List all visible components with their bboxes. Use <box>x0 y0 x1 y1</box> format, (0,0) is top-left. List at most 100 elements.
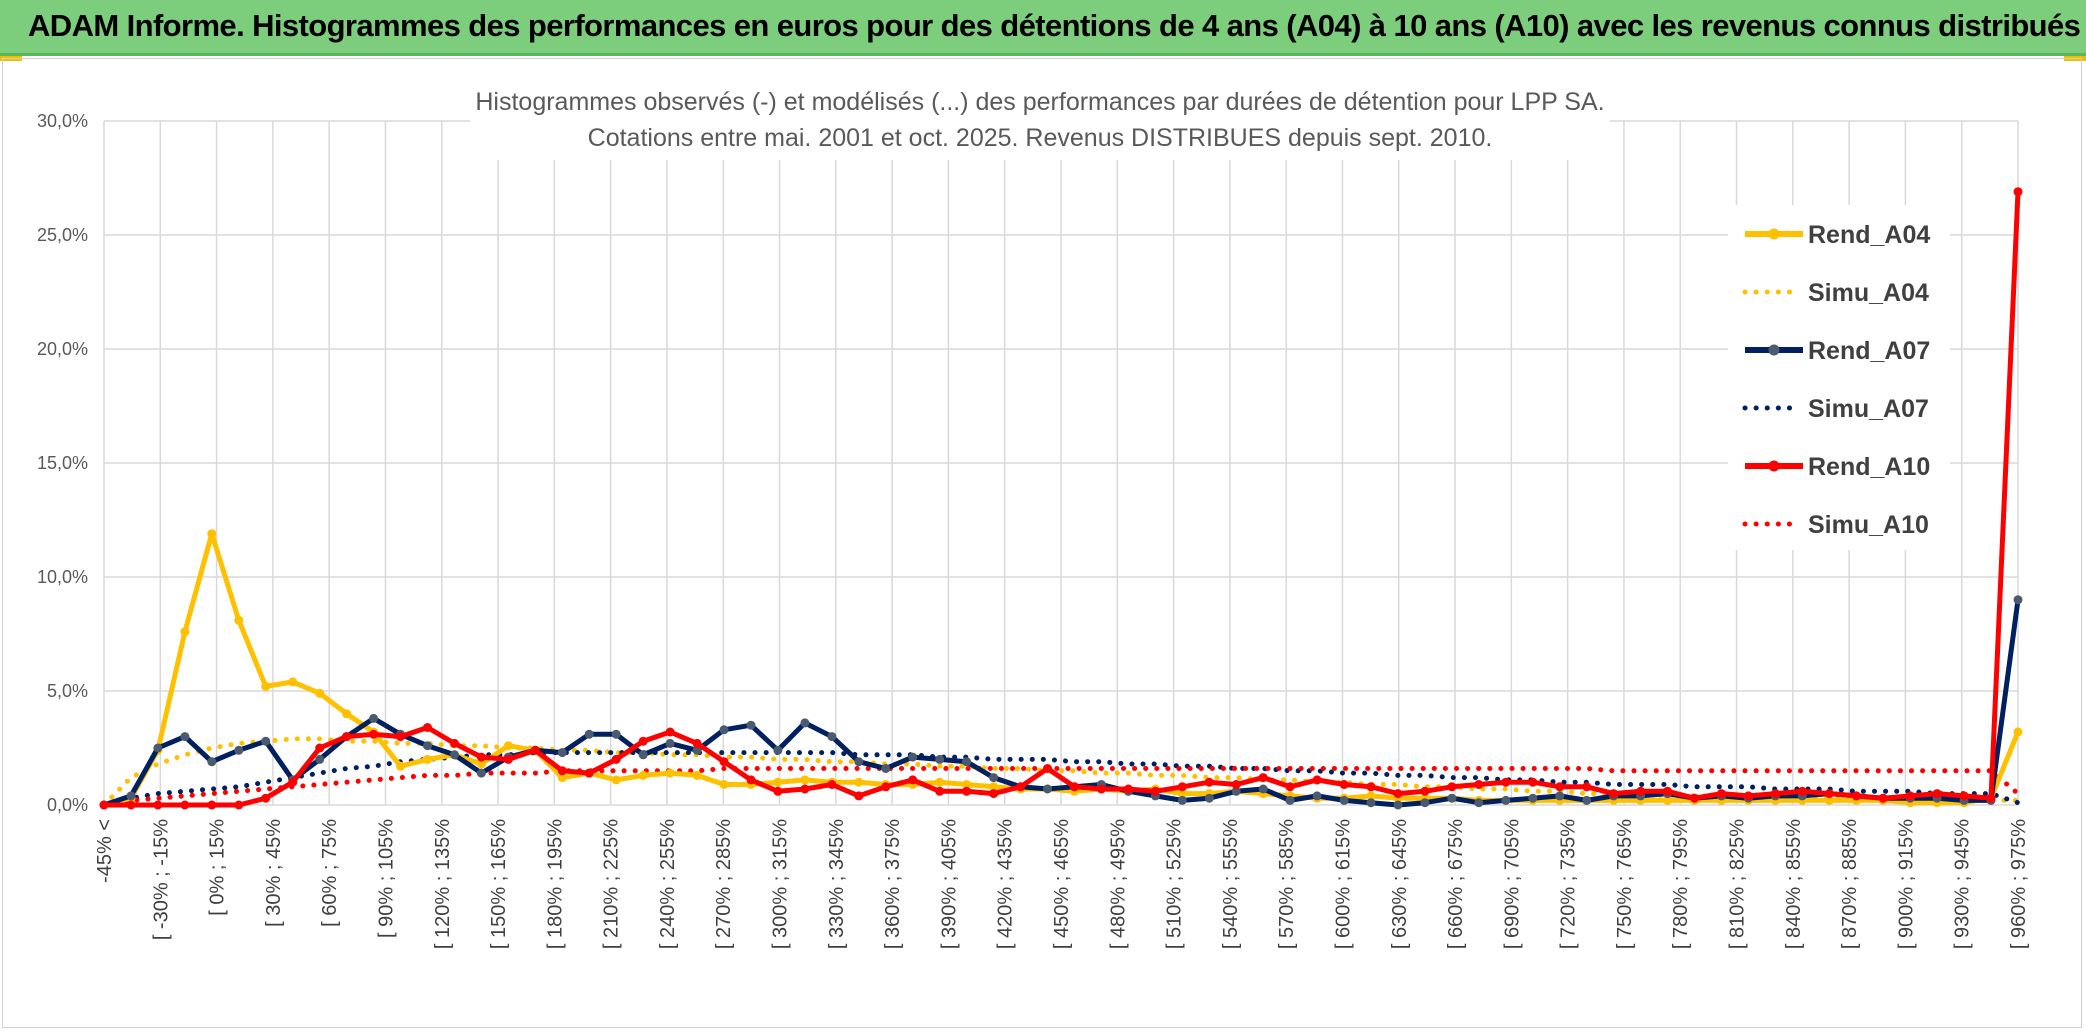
series-rend-a10-point <box>935 786 945 796</box>
series-rend-a07-point <box>1393 800 1403 810</box>
series-rend-a10-point <box>1016 782 1026 792</box>
series-rend-a04-point <box>935 777 945 787</box>
series-rend-a10-point <box>611 754 621 764</box>
series-rend-a10-point <box>207 800 217 810</box>
series-rend-a10-point <box>1717 789 1726 799</box>
series-rend-a04-point <box>962 780 972 789</box>
series-rend-a07-point <box>800 718 810 728</box>
series-rend-a07-point <box>692 745 702 755</box>
series-rend-a07-point <box>207 757 217 767</box>
series-rend-a10-point <box>1312 775 1322 785</box>
series-rend-a04-point <box>207 529 217 539</box>
x-tick-label: [ 240% ; 255% <box>657 819 679 949</box>
x-tick-label: [ -30% ; -15% <box>150 819 172 940</box>
x-tick-label: [ 390% ; 405% <box>938 819 960 949</box>
series-rend-a10-point <box>1555 782 1565 792</box>
series-rend-a04-point <box>423 754 432 764</box>
series-rend-a07-point <box>773 745 783 755</box>
series-rend-a04-point <box>854 777 864 787</box>
series-rend-a10-point <box>153 800 163 810</box>
report-title: ADAM Informe. Histogrammes des performan… <box>28 8 2081 43</box>
series-rend-a10-point <box>234 800 244 810</box>
x-axis-ticks: -45% < [ -30% ; -15% [ 0% ; 15% [ 30% ; 45%… <box>94 819 2030 949</box>
series-rend-a10-point <box>989 789 999 799</box>
series-rend-a04-point <box>261 681 271 691</box>
series-rend-a10-point <box>1123 784 1133 794</box>
series-rend-a07-point <box>719 725 729 735</box>
series-rend-a07-point <box>315 754 325 764</box>
series-rend-a10-point <box>719 757 729 767</box>
series-rend-a07-point <box>746 720 756 730</box>
series-rend-a04-point <box>288 677 298 687</box>
legend-background <box>1728 205 1950 550</box>
x-tick-label: [ 180% ; 195% <box>544 819 566 949</box>
x-tick-label: [ 810% ; 825% <box>1727 819 1749 949</box>
series-rend-a10-point <box>1474 780 1484 789</box>
series-rend-a10-point <box>450 738 459 748</box>
x-tick-label: [ 570% ; 585% <box>1276 819 1298 949</box>
series-rend-a04-point <box>180 627 190 637</box>
series-rend-a04-point <box>1177 789 1187 799</box>
x-tick-label: [ 780% ; 795% <box>1670 819 1692 949</box>
series-lines <box>99 187 2023 810</box>
series-rend-a04-point <box>1366 791 1376 801</box>
series-rend-a07-point <box>369 713 379 723</box>
series-rend-a07-point <box>935 754 945 764</box>
series-rend-a04-point <box>989 782 999 792</box>
series-rend-a10-point <box>1150 786 1160 796</box>
series-rend-a10-point <box>180 800 190 810</box>
legend-simu-a04-label: Simu_A04 <box>1808 279 1929 307</box>
series-rend-a07-point <box>665 738 675 748</box>
series-rend-a10-point <box>1070 782 1079 792</box>
series-rend-a07-point <box>1420 798 1430 808</box>
legend-simu-a07-label: Simu_A07 <box>1808 395 1929 423</box>
series-rend-a10-point <box>1043 764 1052 773</box>
x-tick-label: [ 690% ; 705% <box>1501 819 1523 949</box>
series-rend-a07-point <box>1528 793 1538 803</box>
series-rend-a07-point <box>1231 786 1241 796</box>
series-rend-a10-point <box>1743 791 1753 801</box>
series-rend-a07-point <box>1339 795 1349 805</box>
series-rend-a10-line <box>101 189 2021 808</box>
series-rend-a10-point <box>503 754 513 764</box>
chart-title-line-1: Histogrammes observés (-) et modélisés (… <box>475 88 1604 116</box>
series-rend-a04-point <box>315 688 325 698</box>
x-tick-label: [ 930% ; 945% <box>1952 819 1974 949</box>
y-tick-label: 5,0% <box>47 681 88 701</box>
series-rend-a10-point <box>1797 786 1807 796</box>
series-rend-a07-point <box>1366 798 1376 808</box>
series-rend-a10-point <box>288 777 298 787</box>
series-rend-a04-point <box>503 741 513 751</box>
x-tick-label: -45% < <box>94 819 116 883</box>
series-rend-a10-point <box>1528 777 1538 787</box>
x-tick-label: [ 420% ; 435% <box>995 819 1017 949</box>
series-rend-a10-point <box>638 736 648 746</box>
series-rend-a07-point <box>1447 793 1457 803</box>
series-rend-a10-point <box>2013 187 2023 197</box>
x-tick-label: [ 900% ; 915% <box>1895 819 1917 949</box>
series-rend-a07-point <box>557 748 567 758</box>
x-tick-label: [ 300% ; 315% <box>770 819 792 949</box>
series-rend-a10-point <box>584 768 594 778</box>
x-tick-label: [ 960% ; 975% <box>2008 819 2030 949</box>
series-rend-a04-point <box>557 773 567 783</box>
series-rend-a10-point <box>800 784 810 794</box>
legend: Rend_A04 Simu_A04 Rend_A07 Simu_A07 Rend_A10… <box>1728 205 1950 550</box>
series-rend-a10-point <box>1851 791 1861 801</box>
series-rend-a07-point <box>450 750 459 760</box>
series-rend-a07-point <box>1555 791 1565 801</box>
series-rend-a10-point <box>665 727 675 737</box>
x-tick-label: [ 330% ; 345% <box>826 819 848 949</box>
series-rend-a10-point <box>423 723 432 732</box>
x-tick-label: [ 450% ; 465% <box>1051 819 1073 949</box>
series-rend-a10-point <box>261 793 271 803</box>
series-rend-a04-point <box>342 709 352 719</box>
x-tick-label: [ 210% ; 225% <box>601 819 623 949</box>
series-rend-a07-point <box>476 768 486 778</box>
series-rend-a10-point <box>1690 793 1699 803</box>
x-tick-label: [ 630% ; 645% <box>1389 819 1411 949</box>
x-tick-label: [ 720% ; 735% <box>1558 819 1580 949</box>
series-rend-a04-point <box>234 615 244 625</box>
series-rend-a10-point <box>1177 782 1187 792</box>
series-rend-a10-point <box>1663 786 1672 796</box>
